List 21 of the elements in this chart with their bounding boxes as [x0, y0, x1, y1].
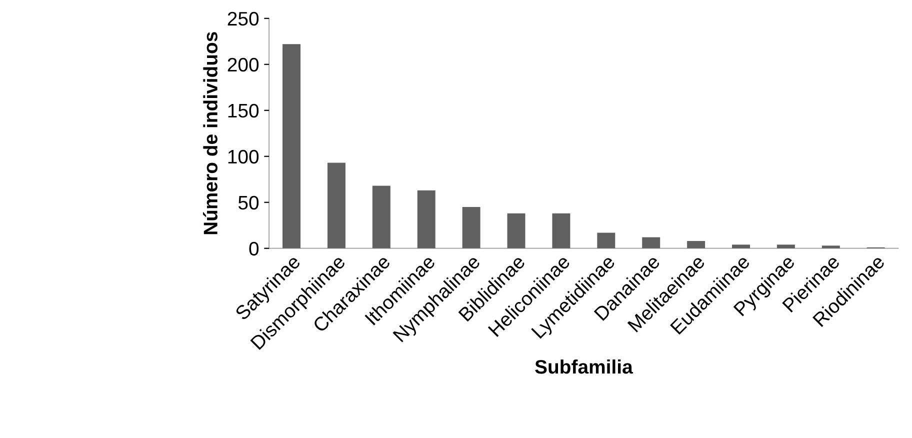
bar [552, 213, 570, 248]
bar [372, 186, 390, 248]
y-tick-label: 250 [228, 12, 259, 26]
y-tick-label: 150 [228, 104, 259, 118]
bar [776, 244, 795, 248]
x-axis-title: Subfamilia [535, 359, 633, 374]
bar [687, 240, 706, 248]
bar [417, 190, 436, 248]
y-tick-label: 100 [228, 150, 259, 164]
bar [507, 213, 526, 248]
bar [642, 237, 660, 248]
bar [597, 232, 616, 248]
y-tick-label: 0 [249, 242, 259, 256]
bar [462, 206, 480, 248]
y-axis-title: Número de individuos [203, 32, 218, 234]
bar [732, 244, 750, 248]
bar [282, 44, 301, 248]
y-tick-label: 50 [238, 196, 259, 210]
bar [327, 162, 346, 248]
bar [822, 246, 840, 248]
y-tick-label: 200 [228, 58, 259, 72]
